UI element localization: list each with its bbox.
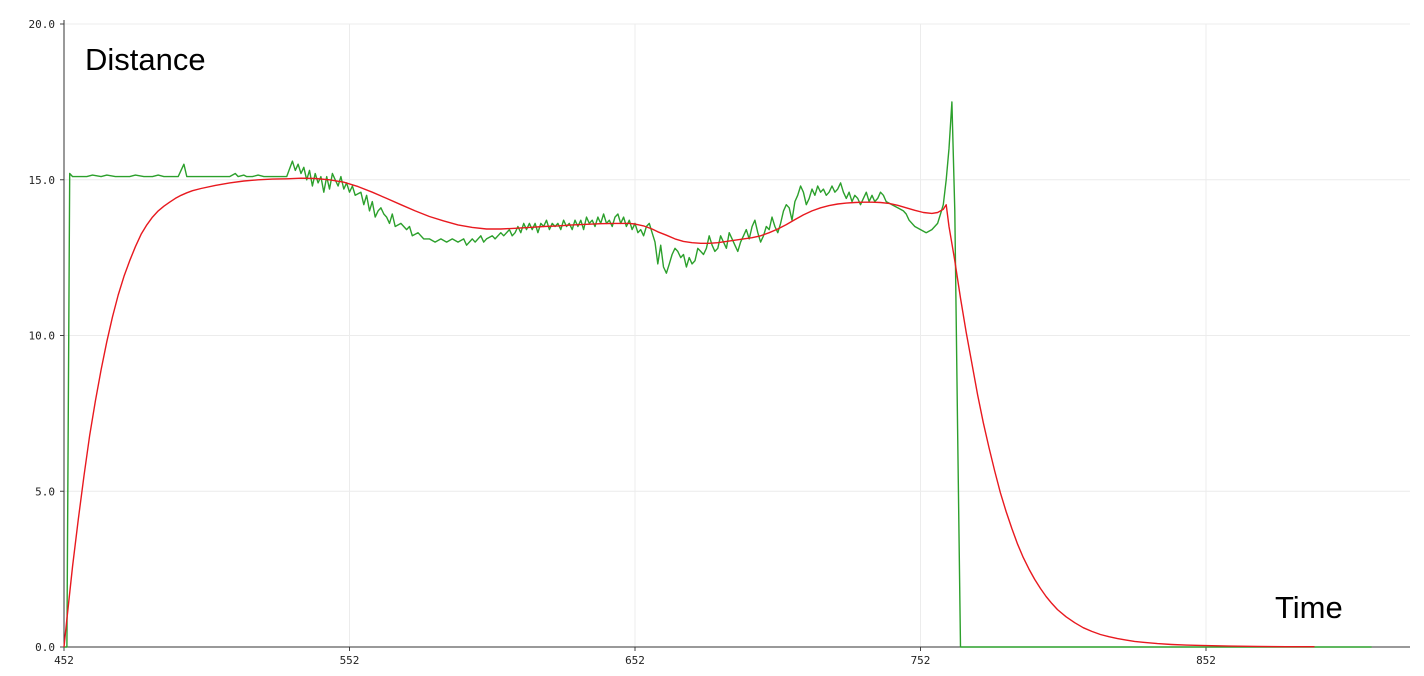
y-tick-label: 10.0 [29,330,56,343]
series-lines [63,101,1372,648]
x-tick-label: 852 [1196,654,1216,667]
x-tick-label: 452 [54,654,74,667]
x-tick-label: 652 [625,654,645,667]
y-axis-title: Distance [85,42,206,77]
y-tick-label: 0.0 [35,641,55,654]
y-tick-label: 15.0 [29,174,56,187]
x-axis-title: Time [1275,590,1343,625]
x-tick-label: 552 [340,654,360,667]
grid-lines [63,23,1410,648]
y-tick-label: 20.0 [29,18,56,31]
y-tick-label: 5.0 [35,485,55,498]
tick-labels: 452 552 652 752 852 0.0 5.0 10.0 15.0 20.0 [29,18,1216,667]
series-line-green [64,101,1372,648]
series-line-red [63,177,1315,648]
x-tick-label: 752 [911,654,931,667]
